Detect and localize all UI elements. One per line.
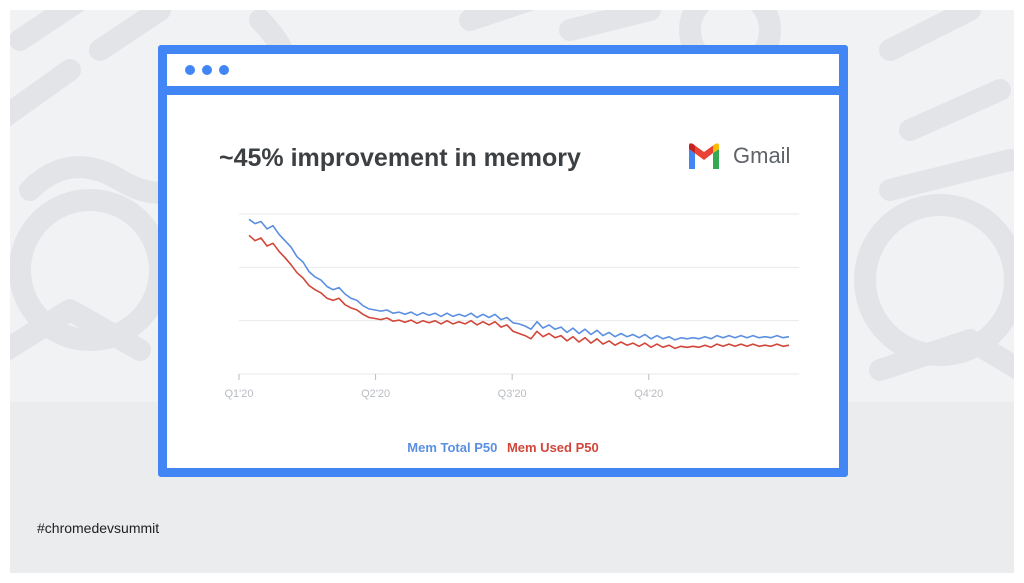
browser-titlebar [167,54,839,95]
background-doodles [10,10,1014,381]
x-tick-label: Q1'20 [224,388,253,400]
gmail-logo-icon [689,143,719,169]
memory-line-chart: Q1'20 Q2'20 Q3'20 Q4'20 [224,213,799,400]
window-dot-icon [219,65,229,75]
x-tick-label: Q4'20 [634,388,663,400]
gmail-wordmark: Gmail [733,143,791,168]
chart-title: ~45% improvement in memory [219,144,581,172]
series-line-mem-used [248,234,790,350]
series-line-mem-total [248,218,790,341]
legend-item-used: Mem Used P50 [506,440,599,455]
window-dot-icon [202,65,212,75]
browser-window: ~45% improvement in memory Gmail Q1'20 Q2… [158,45,848,477]
x-tick-label: Q2'20 [361,388,390,400]
x-tick-label: Q3'20 [498,388,527,400]
legend-item-total: Mem Total P50 [407,440,498,455]
chart-legend: Mem Total P50 Mem Used P50 [167,440,839,455]
event-hashtag: #chromedevsummit [37,520,160,536]
window-dot-icon [185,65,195,75]
